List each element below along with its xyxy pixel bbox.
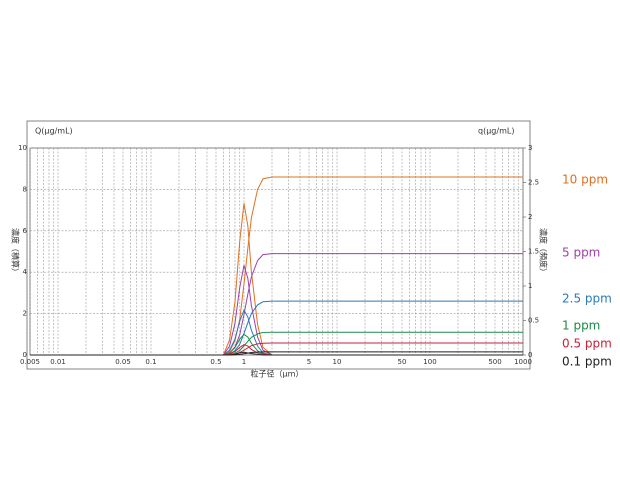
plot-area	[29, 147, 524, 356]
legend-label: 10 ppm	[562, 173, 608, 187]
legend-label: 2.5 ppm	[562, 292, 612, 306]
frequency-line	[30, 344, 523, 356]
x-tick-label: 500	[488, 358, 501, 366]
y-label: 濃度（積算）	[11, 228, 21, 276]
frequency-line	[30, 333, 523, 356]
y-title: Q(μg/mL)	[35, 127, 73, 136]
y2-tick-label: 2	[528, 213, 532, 221]
legend-label: 0.5 ppm	[562, 337, 612, 351]
y-tick-label: 10	[18, 144, 27, 152]
cumulative-line	[30, 253, 523, 356]
y-tick-label: 8	[23, 185, 27, 193]
legend-label: 0.1 ppm	[562, 355, 612, 369]
frequency-line	[30, 203, 523, 356]
legend-label: 1 ppm	[562, 319, 600, 333]
x-tick-label: 10	[333, 358, 342, 366]
x-tick-label: 0.5	[210, 358, 221, 366]
frequency-line	[30, 351, 523, 356]
x-tick-label: 100	[423, 358, 436, 366]
frequency-line	[30, 308, 523, 356]
y2-tick-label: 0.5	[528, 317, 539, 325]
cumulative-line	[30, 342, 523, 356]
x-label: 粒子径（μm）	[251, 369, 304, 379]
cumulative-line	[30, 176, 523, 356]
y-tick-label: 6	[23, 227, 28, 235]
cumulative-line	[30, 300, 523, 356]
x-tick-label: 0.01	[50, 358, 66, 366]
x-tick-label: 1000	[514, 358, 532, 366]
y2-label: 濃度（頻度）	[539, 228, 549, 276]
y2-tick-label: 3	[528, 144, 532, 152]
y2-title: q(μg/mL)	[478, 127, 514, 136]
y2-tick-label: 2.5	[528, 179, 539, 187]
x-tick-label: 1	[242, 358, 246, 366]
legend-label: 5 ppm	[562, 246, 600, 260]
x-tick-label: 0.1	[145, 358, 156, 366]
y2-tick-label: 1	[528, 282, 532, 290]
y2-tick-label: 1.5	[528, 248, 539, 256]
frame	[26, 120, 531, 370]
y2-tick-label: 0	[528, 351, 532, 359]
y-tick-label: 2	[23, 310, 27, 318]
y-tick-label: 4	[23, 268, 28, 276]
x-tick-label: 0.005	[20, 358, 40, 366]
x-tick-label: 50	[398, 358, 407, 366]
x-tick-label: 5	[307, 358, 311, 366]
y-tick-label: 0	[23, 351, 27, 359]
x-tick-label: 0.05	[115, 358, 131, 366]
frequency-line	[30, 265, 523, 356]
